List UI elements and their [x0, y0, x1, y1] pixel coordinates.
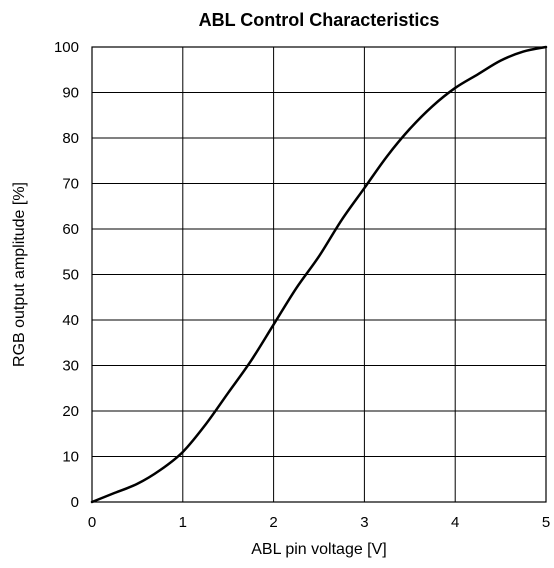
x-tick-label: 3: [360, 514, 368, 531]
series-line: [90, 45, 548, 504]
x-axis-label: ABL pin voltage [V]: [251, 541, 387, 558]
x-tick-label: 4: [451, 514, 459, 531]
y-tick-label: 50: [62, 267, 79, 284]
y-tick-label: 20: [62, 403, 79, 420]
y-tick-label: 40: [62, 312, 79, 329]
y-tick-label: 100: [54, 39, 79, 56]
x-tick-label: 1: [179, 514, 187, 531]
chart-title: ABL Control Characteristics: [199, 10, 440, 30]
x-tick-label: 0: [88, 514, 96, 531]
y-tick-label: 90: [62, 85, 79, 102]
y-tick-label: 30: [62, 358, 79, 375]
y-tick-label: 80: [62, 130, 79, 147]
y-tick-label: 10: [62, 449, 79, 466]
x-tick-label: 5: [542, 514, 550, 531]
y-tick-label: 0: [71, 494, 79, 511]
x-tick-label: 2: [269, 514, 277, 531]
grid-lines: [91, 46, 547, 503]
y-tick-label: 60: [62, 221, 79, 238]
y-tick-label: 70: [62, 176, 79, 193]
plot-area-frame: [91, 46, 547, 503]
y-axis-label: RGB output amplitude [%]: [11, 182, 28, 367]
series-layer: [90, 45, 548, 504]
